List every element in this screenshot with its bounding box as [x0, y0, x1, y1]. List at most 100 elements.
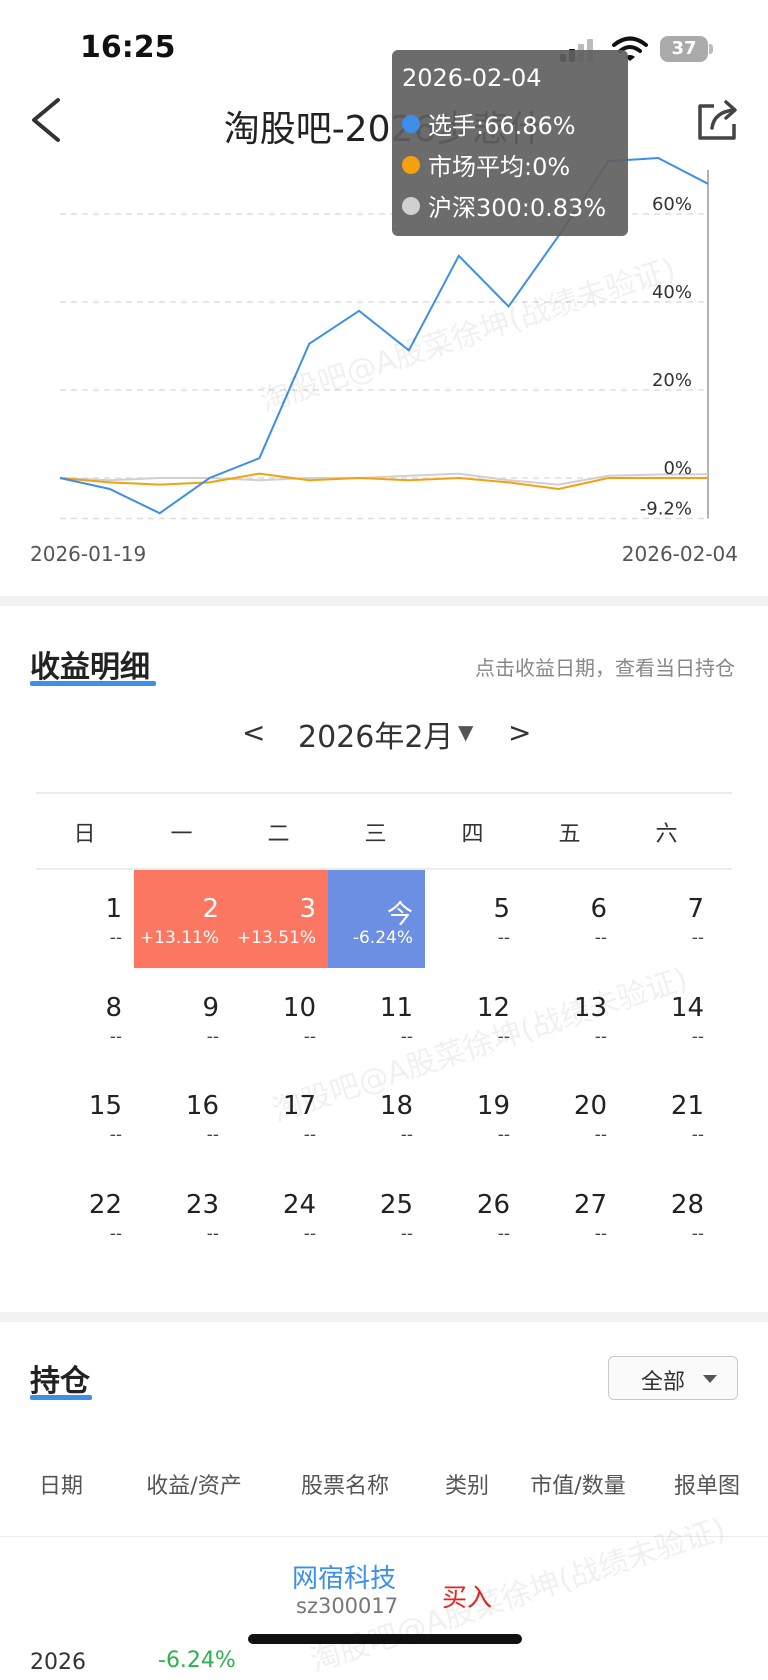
day-number: 11 — [379, 992, 413, 1023]
calendar-day[interactable]: 13 -- — [522, 969, 619, 1067]
status-time: 16:25 — [80, 30, 176, 65]
day-number: 2 — [202, 894, 219, 924]
calendar-day[interactable]: 27 -- — [522, 1166, 619, 1264]
day-profit: -- — [400, 1125, 413, 1145]
prev-month-button[interactable]: < — [242, 716, 266, 749]
month-selector[interactable]: 2026年2月 — [298, 720, 454, 755]
day-number: 3 — [299, 894, 316, 924]
day-profit: -- — [594, 1026, 607, 1047]
home-indicator[interactable] — [248, 1634, 522, 1644]
day-number: 23 — [185, 1189, 219, 1220]
calendar-day[interactable]: 9 -- — [134, 969, 231, 1067]
calendar-day[interactable]: 19 -- — [425, 1067, 522, 1165]
day-profit: -- — [594, 928, 607, 948]
day-profit: +13.51% — [236, 928, 316, 948]
y-tick-label: 20% — [652, 370, 692, 391]
calendar-day[interactable]: 18 -- — [328, 1067, 425, 1165]
caret-down-icon[interactable]: ▼ — [458, 720, 474, 744]
y-tick-label: -9.2% — [640, 498, 692, 519]
calendar-day[interactable]: 21 -- — [619, 1067, 716, 1165]
day-number: 今 — [386, 900, 413, 930]
day-profit: -- — [691, 1223, 704, 1244]
weekday-label: 三 — [364, 822, 387, 847]
calendar-day[interactable]: 12 -- — [425, 969, 522, 1067]
calendar-day[interactable]: 3 +13.51% — [231, 870, 328, 968]
calendar-day[interactable]: 8 -- — [37, 969, 134, 1067]
calendar-day[interactable]: 17 -- — [231, 1067, 328, 1165]
share-icon[interactable] — [696, 98, 740, 142]
tooltip-label: 沪深300:0.83% — [428, 194, 607, 222]
calendar-day[interactable]: 15 -- — [37, 1067, 134, 1165]
day-number: 26 — [476, 1189, 510, 1220]
col-order-chart: 报单图 — [673, 1474, 740, 1499]
tooltip-row-hs300: 沪深300:0.83% — [402, 188, 606, 223]
day-number: 7 — [687, 894, 704, 924]
day-number: 28 — [670, 1189, 704, 1220]
series-line-市场平均 — [59, 472, 708, 491]
weekday-label: 四 — [461, 822, 484, 847]
y-tick-label: 0% — [663, 458, 692, 479]
profit-chart[interactable]: 60% 40% 20% 0% -9.2% — [0, 150, 768, 570]
day-profit: +13.11% — [139, 928, 219, 948]
x-tick-end: 2026-02-04 — [621, 542, 738, 566]
weekday-label: 六 — [655, 822, 678, 847]
calendar-day[interactable]: 11 -- — [328, 969, 425, 1067]
col-profit-assets: 收益/资产 — [146, 1474, 242, 1499]
day-profit: -- — [109, 1026, 122, 1047]
legend-dot-icon — [402, 155, 420, 174]
legend-dot-icon — [402, 196, 420, 215]
weekday-label: 二 — [267, 822, 290, 847]
day-profit: -- — [497, 1026, 510, 1047]
calendar-day[interactable]: 28 -- — [619, 1166, 716, 1264]
day-profit: -- — [594, 1125, 607, 1145]
calendar-day[interactable]: 10 -- — [231, 969, 328, 1067]
day-profit: -- — [303, 1125, 316, 1145]
day-number: 21 — [670, 1091, 704, 1121]
tooltip-row-market: 市场平均:0% — [402, 147, 570, 182]
detail-hint: 点击收益日期，查看当日持仓 — [475, 656, 735, 680]
day-number: 27 — [573, 1189, 607, 1220]
day-profit: -- — [206, 1026, 219, 1047]
calendar-day[interactable]: 2 +13.11% — [134, 870, 231, 968]
weekday-label: 日 — [73, 822, 96, 847]
calendar-day[interactable]: 14 -- — [619, 969, 716, 1067]
series-line-沪深300 — [59, 472, 709, 486]
day-number: 22 — [88, 1189, 122, 1220]
tab-underline — [30, 681, 156, 686]
divider — [36, 868, 732, 870]
col-stock-name: 股票名称 — [300, 1474, 389, 1499]
calendar-day[interactable]: 5 -- — [425, 870, 522, 968]
stock-name-link[interactable]: 网宿科技 — [292, 1564, 397, 1594]
calendar-day[interactable]: 26 -- — [425, 1166, 522, 1264]
day-number: 14 — [670, 992, 704, 1023]
detail-tab-title[interactable]: 收益明细 — [30, 650, 150, 685]
caret-down-icon — [703, 1375, 717, 1383]
day-number: 16 — [185, 1091, 219, 1121]
next-month-button[interactable]: > — [508, 716, 532, 749]
calendar-day[interactable]: 20 -- — [522, 1067, 619, 1165]
calendar-day-today[interactable]: 今 -6.24% — [328, 870, 425, 968]
day-number: 9 — [202, 992, 219, 1023]
calendar-day[interactable]: 16 -- — [134, 1067, 231, 1165]
positions-title[interactable]: 持仓 — [30, 1364, 90, 1399]
divider — [36, 792, 732, 794]
calendar-day[interactable]: 25 -- — [328, 1166, 425, 1264]
day-profit: -- — [303, 1223, 316, 1244]
calendar-day[interactable]: 7 -- — [619, 870, 716, 968]
back-icon[interactable] — [26, 96, 66, 144]
calendar-day[interactable]: 24 -- — [231, 1166, 328, 1264]
day-profit: -- — [109, 1223, 122, 1244]
col-type: 类别 — [444, 1474, 489, 1499]
calendar-day[interactable]: 1 -- — [37, 870, 134, 968]
day-number: 1 — [105, 894, 122, 924]
tooltip-date: 2026-02-04 — [402, 64, 542, 92]
day-profit: -- — [109, 928, 122, 948]
calendar-day[interactable]: 6 -- — [522, 870, 619, 968]
filter-dropdown[interactable]: 全部 — [608, 1356, 738, 1400]
day-number: 8 — [105, 992, 122, 1023]
day-profit: -- — [206, 1125, 219, 1145]
day-profit: -- — [497, 928, 510, 948]
day-profit: -- — [594, 1223, 607, 1244]
calendar-day[interactable]: 22 -- — [37, 1166, 134, 1264]
calendar-day[interactable]: 23 -- — [134, 1166, 231, 1264]
